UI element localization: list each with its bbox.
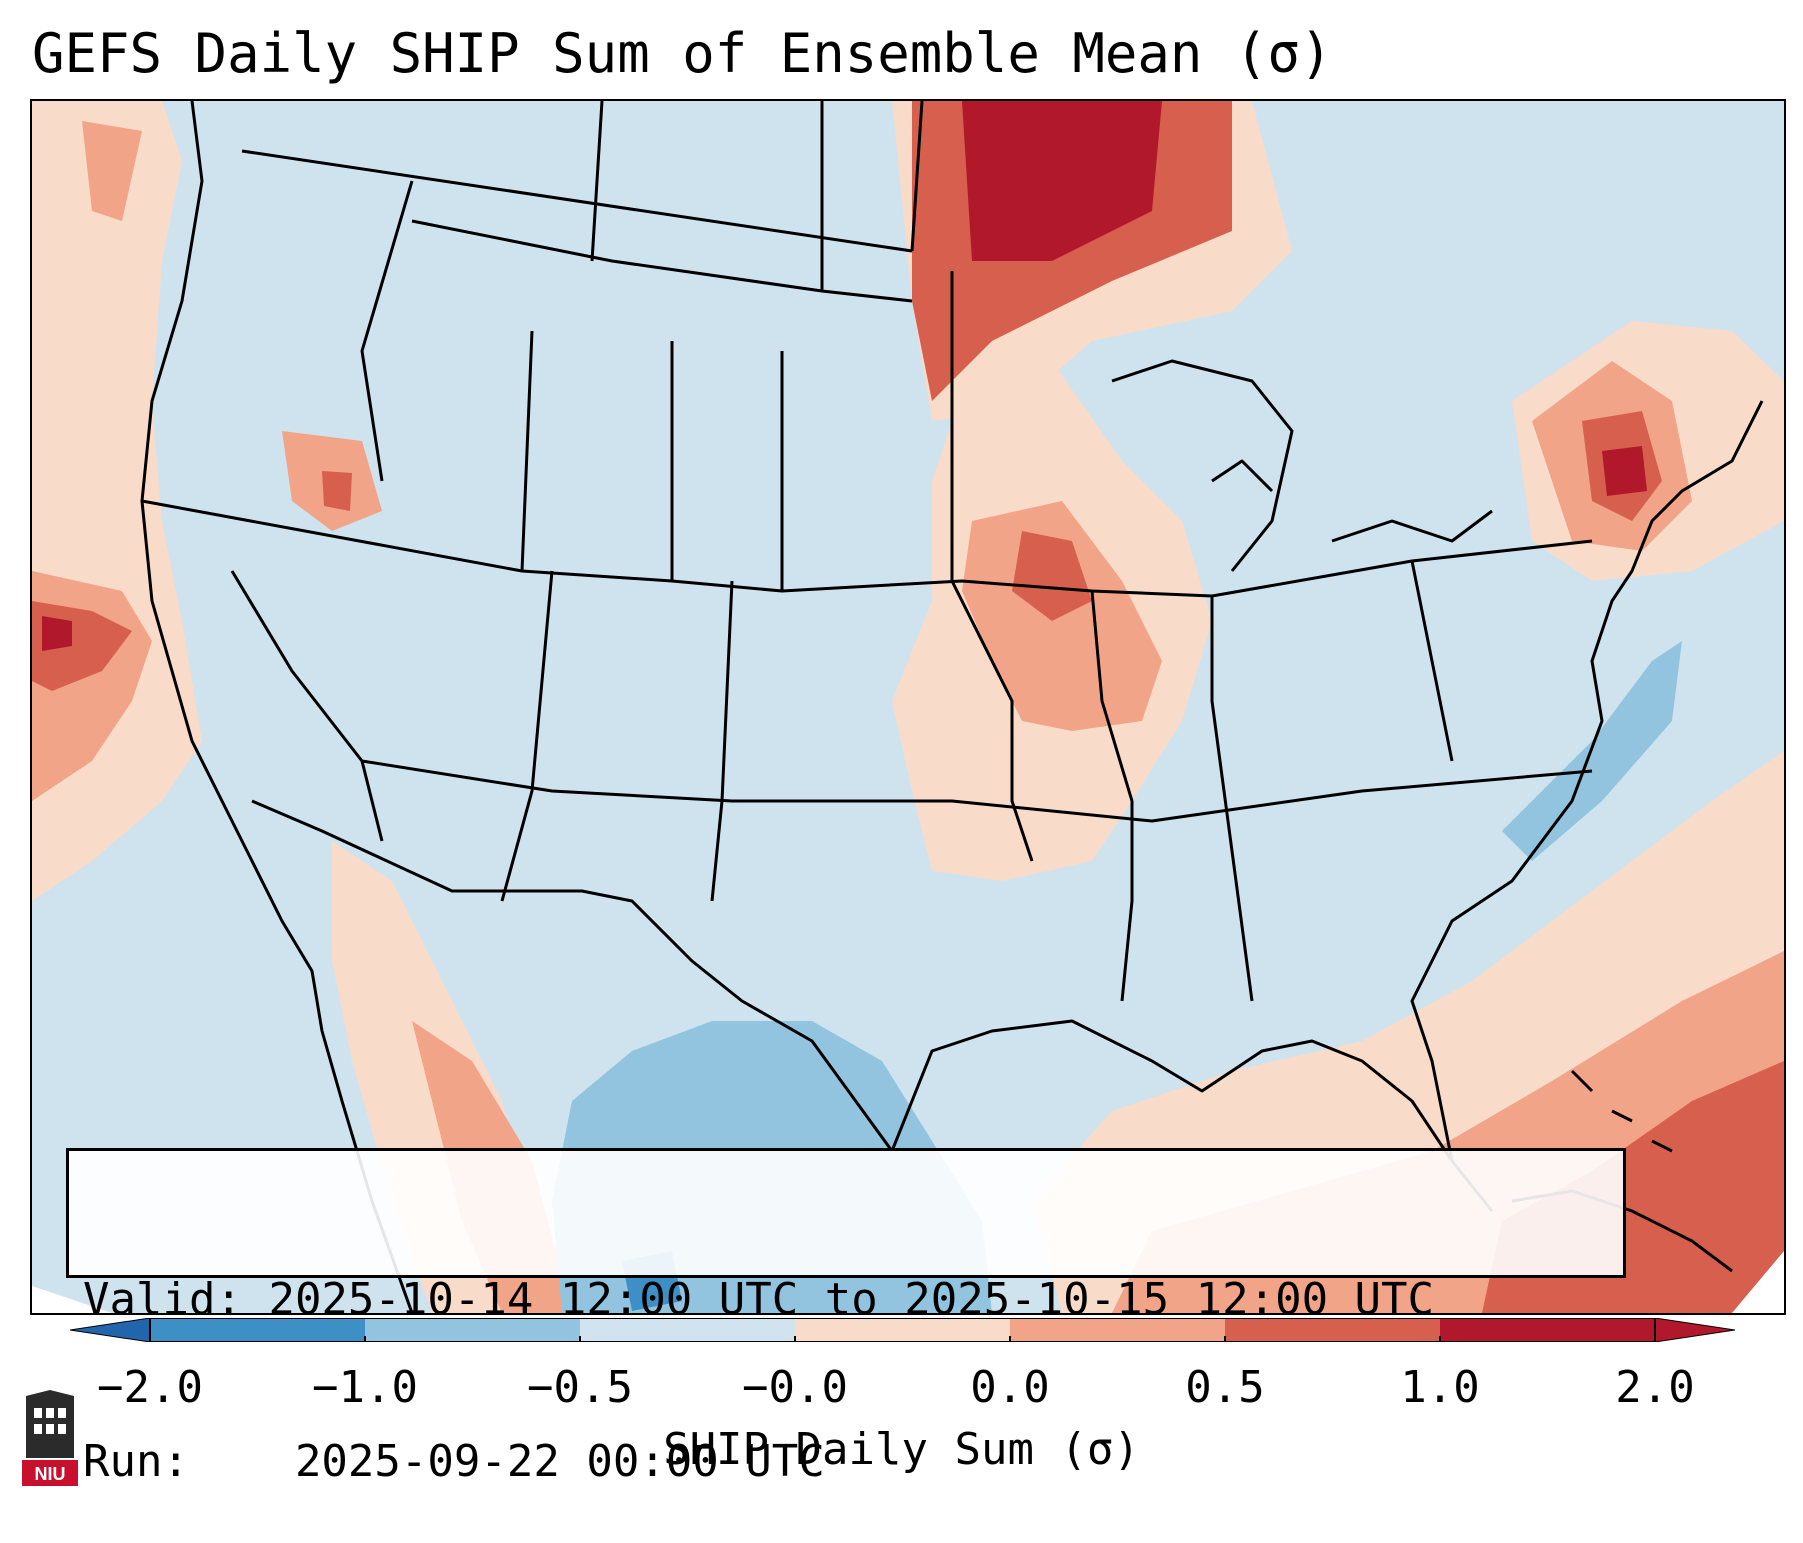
state-grid-1 [141,499,1593,598]
colorbar-label: SHIP Daily Sum (σ) [663,1424,1140,1475]
colorbar-tick-label: 0.0 [970,1362,1050,1413]
colorbar-tick-label: 1.0 [1400,1362,1480,1413]
state-grid-9 [360,180,784,591]
colorbar-extend-high [1654,1318,1735,1342]
border-canada-us [241,101,924,253]
state-grid-2 [230,570,384,842]
colorbar-tick-label: 0.5 [1185,1362,1265,1413]
coastline-west [140,101,414,1313]
midwest-anomaly-strong [1012,531,1092,621]
state-grid-5 [950,271,1034,862]
niu-logo-text: NIU [35,1464,66,1484]
colorbar-segment [795,1318,1011,1342]
valid-value: 2025-10-14 12:00 UTC to 2025-10-15 12:00… [268,1274,1435,1325]
borders [140,101,1764,1313]
colorbar-tick-label: −0.0 [742,1362,848,1413]
colorbar-tick-label: −1.0 [312,1362,418,1413]
gulf-coast [890,1019,1494,1212]
valid-label: Valid: [83,1274,242,1325]
north-central-anomaly-core [962,101,1162,261]
northeast-anomaly-core [1602,446,1647,496]
colorbar-segment [580,1318,796,1342]
state-grid-4 [500,570,734,902]
valid-run-info-box: Valid: 2025-10-14 12:00 UTC to 2025-10-1… [66,1148,1626,1487]
great-basin-anomaly-core [322,471,352,511]
state-grid-8 [1410,560,1454,762]
pacific-anomaly-core [42,616,72,651]
colorbar-segment [1225,1318,1441,1342]
pacific-nw-mid [82,121,142,221]
state-grid-7 [1210,596,1254,1002]
run-value: 2025-09-22 00:00 UTC [294,1436,825,1487]
colorbar-segment [1440,1318,1656,1342]
colorbar-segment [150,1318,366,1342]
niu-logo: NIU [22,1390,78,1486]
colorbar-extend-low [70,1318,151,1342]
map-canvas [32,101,1784,1313]
colorbar-segment [1010,1318,1226,1342]
map-title: GEFS Daily SHIP Sum of Ensemble Mean (σ) [32,22,1333,85]
map-panel [30,99,1786,1315]
map-edge-lower-right [1732,1251,1784,1313]
bahamas-outline [1570,1069,1673,1153]
colorbar-tick-label: 2.0 [1615,1362,1695,1413]
atlantic-coast [1410,400,1764,1162]
border-us-mexico [251,799,894,1152]
great-lakes [1111,359,1493,572]
colorbar-segment [365,1318,581,1342]
colorbar-tick-label: −0.5 [527,1362,633,1413]
state-grid-3 [361,759,1593,823]
north-grid [411,101,913,303]
run-label: Run: [83,1436,189,1487]
map-edge-lower-left [32,1286,112,1313]
colorbar-tick-label: −2.0 [97,1362,203,1413]
run-row: Run: 2025-09-22 00:00 UTC [83,1435,1609,1489]
colorbar [70,1318,1735,1342]
state-grid-6 [1090,590,1134,1002]
valid-row: Valid: 2025-10-14 12:00 UTC to 2025-10-1… [83,1273,1609,1327]
colorbar-frame [149,1318,1656,1342]
